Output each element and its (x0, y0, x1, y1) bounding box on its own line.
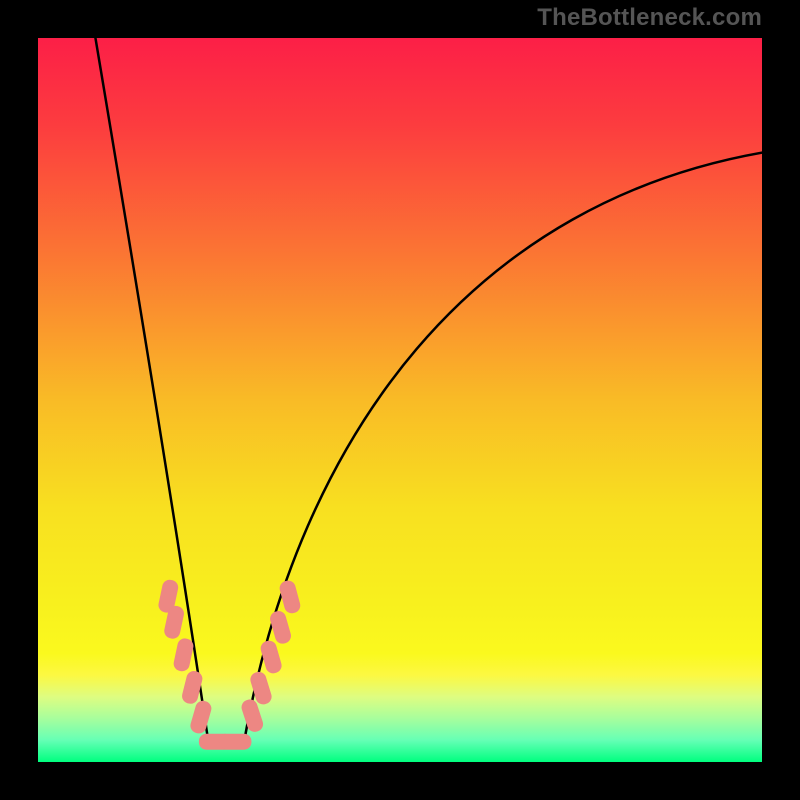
marker-capsule (199, 734, 231, 749)
curve-path (244, 150, 762, 740)
curve-path (208, 740, 244, 744)
marker-capsule (173, 638, 194, 672)
marker-capsule (181, 670, 203, 705)
plot-gradient-area (38, 38, 762, 762)
marker-capsule (279, 580, 302, 615)
marker-capsule (158, 579, 179, 613)
watermark-text: TheBottleneck.com (537, 4, 762, 32)
marker-capsule (219, 734, 251, 749)
marker-capsule (240, 698, 264, 733)
marker-capsule (163, 605, 184, 639)
marker-capsule (260, 640, 283, 675)
marker-capsule (249, 671, 273, 706)
curve-path (93, 38, 208, 740)
bottleneck-curves (38, 38, 762, 762)
marker-capsule (189, 700, 212, 735)
marker-capsule (269, 610, 292, 645)
black-frame: TheBottleneck.com (0, 0, 800, 800)
